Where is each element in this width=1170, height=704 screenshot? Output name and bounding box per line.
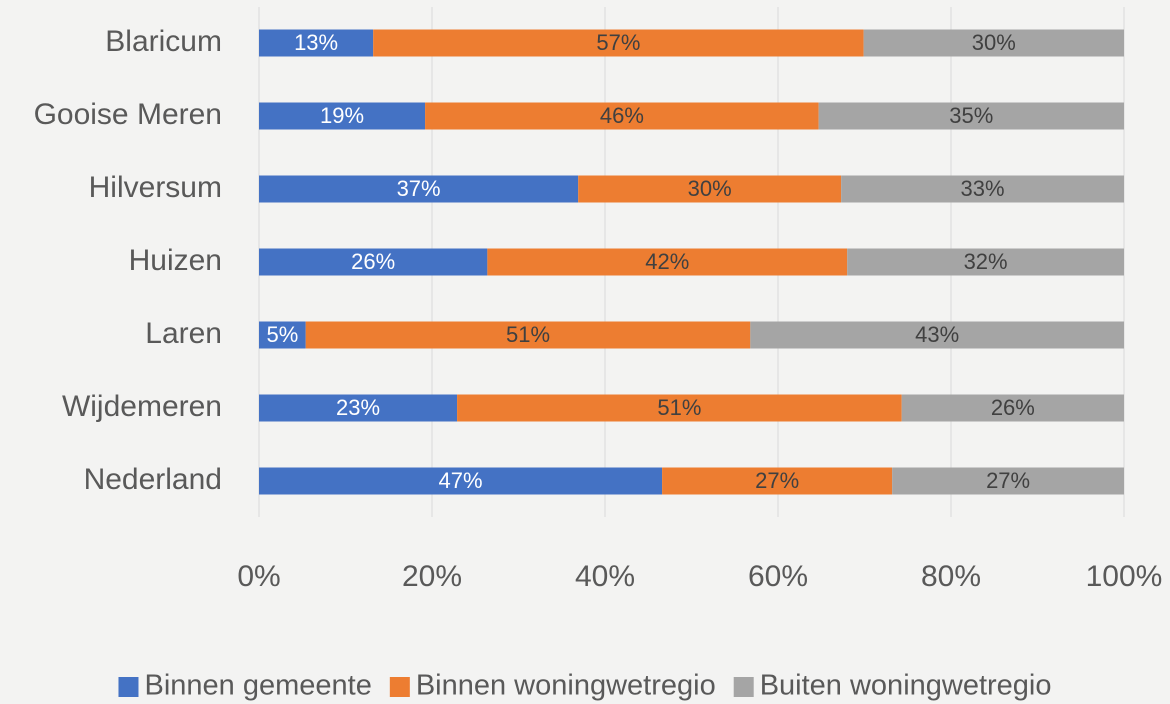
data-label: 57% <box>596 30 640 55</box>
data-label: 33% <box>961 176 1005 201</box>
chart: 0% 20% 40% 60% 80% 100% Blaricum 13% 57% 30% Goois… <box>0 0 1170 704</box>
y-tick-label: Laren <box>145 317 222 350</box>
x-tick-label: 20% <box>402 560 462 593</box>
y-tick-label: Nederland <box>84 463 222 496</box>
y-tick-label: Huizen <box>129 244 222 277</box>
data-label: 26% <box>351 249 395 274</box>
data-label: 47% <box>439 468 483 493</box>
data-label: 32% <box>964 249 1008 274</box>
data-label: 19% <box>320 103 364 128</box>
y-tick-label: Gooise Meren <box>34 98 222 131</box>
x-tick-label: 80% <box>921 560 981 593</box>
legend-swatch <box>390 677 410 697</box>
x-tick-label: 60% <box>748 560 808 593</box>
data-label: 30% <box>972 30 1016 55</box>
y-tick-label: Blaricum <box>105 25 222 58</box>
x-tick-label: 0% <box>237 560 280 593</box>
legend-swatch <box>734 677 754 697</box>
data-label: 27% <box>755 468 799 493</box>
data-label: 30% <box>688 176 732 201</box>
y-tick-label: Hilversum <box>89 171 222 204</box>
y-tick-label: Wijdemeren <box>62 390 222 423</box>
data-label: 51% <box>506 322 550 347</box>
legend-label: Binnen gemeente <box>144 670 371 702</box>
legend-label: Binnen woningwetregio <box>416 670 716 702</box>
data-label: 5% <box>266 322 298 347</box>
data-label: 42% <box>645 249 689 274</box>
data-label: 13% <box>294 30 338 55</box>
data-label: 27% <box>986 468 1030 493</box>
x-tick-label: 40% <box>575 560 635 593</box>
data-label: 37% <box>397 176 441 201</box>
page: {"chart_data": {"type": "stacked-bar-hor… <box>0 0 1170 704</box>
data-label: 26% <box>991 395 1035 420</box>
x-tick-label: 100% <box>1086 560 1163 593</box>
data-label: 51% <box>657 395 701 420</box>
legend-swatch <box>118 677 138 697</box>
data-label: 43% <box>915 322 959 347</box>
data-label: 35% <box>949 103 993 128</box>
legend-label: Buiten woningwetregio <box>760 670 1052 702</box>
data-label: 23% <box>336 395 380 420</box>
data-label: 46% <box>600 103 644 128</box>
